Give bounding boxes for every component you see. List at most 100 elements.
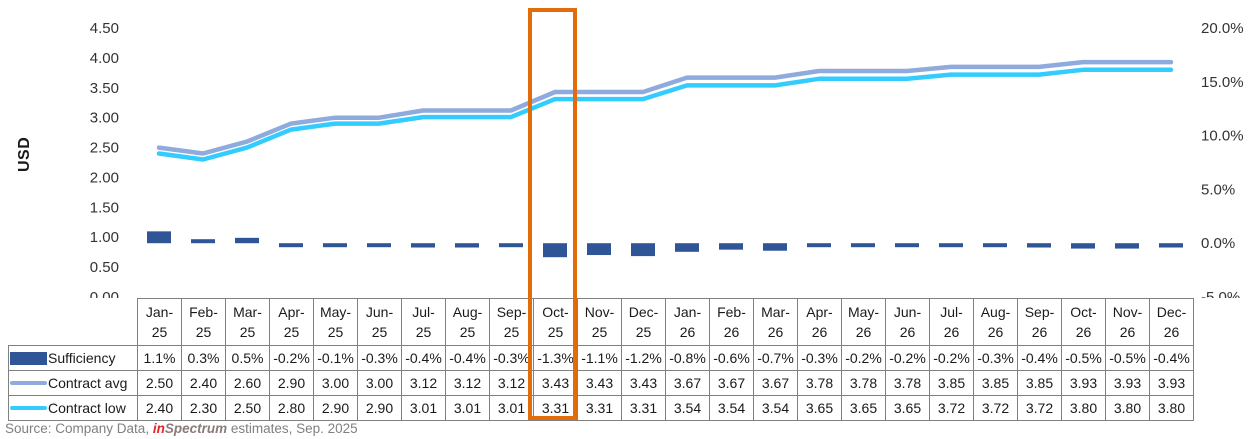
month-header: Dec- 25 <box>621 298 666 346</box>
table-cell: 2.40 <box>137 395 182 421</box>
table-cell: -1.1% <box>577 345 622 371</box>
legend-contract-avg: Contract avg <box>8 370 138 396</box>
month-header: Jul- 26 <box>929 298 974 346</box>
table-cell: -0.5% <box>1105 345 1150 371</box>
left-axis-tick: 4.50 <box>90 20 119 37</box>
table-cell: -0.4% <box>401 345 446 371</box>
table-cell: 1.1% <box>137 345 182 371</box>
sufficiency-bar <box>235 237 259 244</box>
month-header: May- 26 <box>841 298 886 346</box>
left-axis-title: USD <box>16 136 33 172</box>
sufficiency-bar <box>367 243 391 248</box>
table-cell: 3.12 <box>445 370 490 396</box>
table-cell: 0.5% <box>225 345 270 371</box>
month-header: Jan- 25 <box>137 298 182 346</box>
table-cell: 3.72 <box>1017 395 1062 421</box>
table-cell: -0.4% <box>1017 345 1062 371</box>
table-cell: 3.72 <box>973 395 1018 421</box>
table-cell: 3.01 <box>401 395 446 421</box>
table-row: Contract low 2.40 2.30 2.50 2.80 2.90 2.90 3.01… <box>8 395 1194 421</box>
month-header: Sep- 25 <box>489 298 534 346</box>
left-axis-tick: 0.00 <box>90 289 119 298</box>
table-cell: 3.43 <box>577 370 622 396</box>
table-cell: 3.93 <box>1061 370 1106 396</box>
sufficiency-bar <box>675 243 699 252</box>
month-header: Jan- 26 <box>665 298 710 346</box>
sufficiency-bar <box>983 243 1007 248</box>
table-cell: 3.78 <box>797 370 842 396</box>
sufficiency-bar <box>147 231 171 244</box>
sufficiency-bar <box>939 243 963 248</box>
sufficiency-bar <box>279 243 303 248</box>
table-cell: 2.40 <box>181 370 226 396</box>
table-cell: 3.67 <box>753 370 798 396</box>
table-row: Contract avg 2.50 2.40 2.60 2.90 3.00 3.00 3.12… <box>8 370 1194 396</box>
table-cell: 3.31 <box>577 395 622 421</box>
sufficiency-bar <box>631 243 655 257</box>
source-note: Source: Company Data, inSpectrum estimat… <box>5 421 358 436</box>
sufficiency-bar <box>455 243 479 248</box>
table-cell: 2.50 <box>137 370 182 396</box>
legend-label: Sufficiency <box>48 350 116 366</box>
table-cell: 3.80 <box>1105 395 1150 421</box>
left-axis-tick: 1.00 <box>90 229 119 246</box>
table-cell: 2.60 <box>225 370 270 396</box>
table-cell: -1.2% <box>621 345 666 371</box>
table-cell: 0.3% <box>181 345 226 371</box>
brand-spectrum: Spectrum <box>164 421 228 436</box>
contract-low-line <box>156 67 1174 162</box>
table-cell: 3.31 <box>621 395 666 421</box>
table-cell: -0.5% <box>1061 345 1106 371</box>
sufficiency-bar <box>1115 243 1139 249</box>
table-cell: 3.54 <box>753 395 798 421</box>
table-cell: 3.67 <box>665 370 710 396</box>
table-cell: 3.85 <box>973 370 1018 396</box>
table-cell: 3.54 <box>709 395 754 421</box>
sufficiency-bar <box>191 239 215 244</box>
table-cell: 3.65 <box>885 395 930 421</box>
right-axis-tick: 15.0% <box>1201 74 1244 91</box>
left-axis-tick: 0.50 <box>90 259 119 276</box>
month-header: Mar- 25 <box>225 298 270 346</box>
brand-in: in <box>152 421 165 436</box>
table-cell: -0.2% <box>885 345 930 371</box>
data-table: Jan- 25 Feb- 25 Mar- 25 Apr- 25 May- 25 Jun- 25 Jul-… <box>8 298 1194 421</box>
table-row: Sufficiency 1.1% 0.3% 0.5% -0.2% -0.1% -0.3% -0… <box>8 345 1194 371</box>
table-cell: 3.67 <box>709 370 754 396</box>
table-cell: -0.2% <box>841 345 886 371</box>
month-header: Sep- 26 <box>1017 298 1062 346</box>
left-axis-tick: 3.00 <box>90 110 119 127</box>
table-cell: 3.00 <box>313 370 358 396</box>
table-cell: 3.80 <box>1149 395 1194 421</box>
table-cell: 2.50 <box>225 395 270 421</box>
table-cell: -0.8% <box>665 345 710 371</box>
month-header: Feb- 25 <box>181 298 226 346</box>
table-cell: 3.00 <box>357 370 402 396</box>
sufficiency-bar <box>499 243 523 248</box>
table-cell: 3.01 <box>489 395 534 421</box>
source-suffix: estimates, Sep. 2025 <box>227 421 358 436</box>
table-cell: 3.93 <box>1105 370 1150 396</box>
table-cell: -0.3% <box>973 345 1018 371</box>
table-cell: 2.30 <box>181 395 226 421</box>
table-cell: 3.80 <box>1061 395 1106 421</box>
line-legend-key-icon <box>10 406 47 410</box>
combo-chart-canvas: 0.00 0.50 1.00 1.50 2.00 2.50 3.00 3.50 4.00 4.50… <box>90 20 1244 306</box>
right-axis-tick: -5.0% <box>1201 289 1240 298</box>
month-header: Jun- 26 <box>885 298 930 346</box>
table-cell: 2.90 <box>269 370 314 396</box>
table-cell: 2.80 <box>269 395 314 421</box>
month-header: Mar- 26 <box>753 298 798 346</box>
table-cell: 3.93 <box>1149 370 1194 396</box>
right-axis-tick: 0.0% <box>1201 235 1235 252</box>
table-cell: 3.01 <box>445 395 490 421</box>
table-cell: 3.65 <box>841 395 886 421</box>
month-header: Apr- 26 <box>797 298 842 346</box>
sufficiency-bar <box>895 243 919 248</box>
legend-contract-low: Contract low <box>8 395 138 421</box>
table-cell: -0.1% <box>313 345 358 371</box>
right-axis-tick: 20.0% <box>1201 20 1244 37</box>
right-axis-tick: 10.0% <box>1201 128 1244 145</box>
month-header: Oct- 26 <box>1061 298 1106 346</box>
sufficiency-bar <box>543 243 567 258</box>
